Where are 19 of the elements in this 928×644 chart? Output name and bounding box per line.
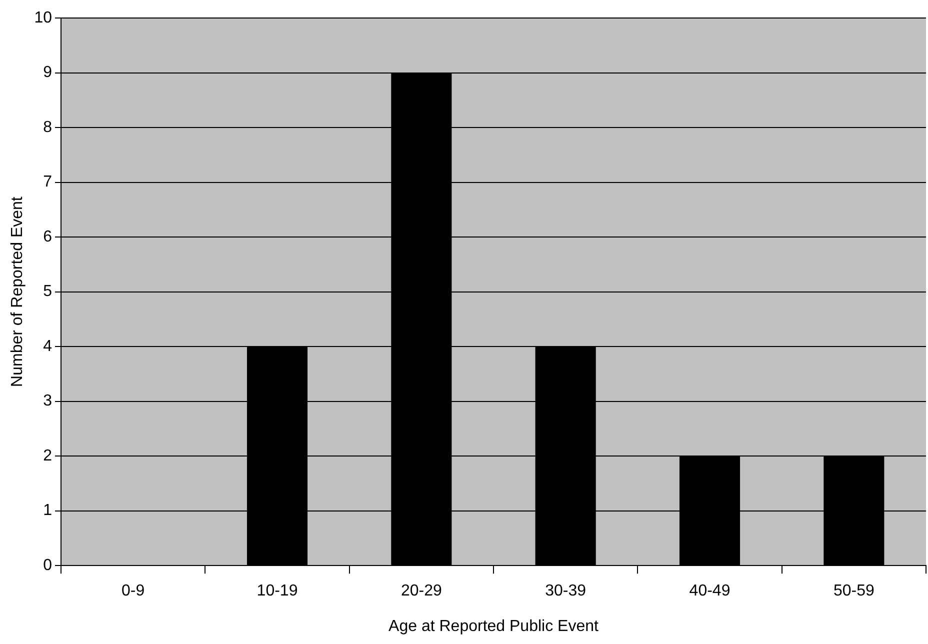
x-tick-label: 50-59 [833,582,874,600]
y-tick-label: 7 [43,174,52,191]
y-tick-label: 4 [43,338,52,355]
y-tick-label: 10 [34,9,52,26]
y-tick-label: 3 [43,392,52,410]
x-axis-title: Age at Reported Public Event [388,618,600,635]
y-tick-label: 9 [43,64,52,82]
x-tick-label: 30-39 [545,582,586,600]
y-tick-label: 5 [43,283,52,300]
y-tick-label: 6 [43,228,52,246]
x-tick-label: 40-49 [689,582,730,600]
y-tick-label: 0 [43,557,52,574]
y-tick-label: 2 [43,447,52,464]
y-axis-title: Number of Reported Event [9,196,26,387]
y-tick-label: 1 [43,502,52,520]
x-tick-label: 20-29 [400,582,442,600]
y-tick-label: 8 [43,118,52,136]
x-tick-label: 10-19 [256,582,298,600]
x-tick-label: 0-9 [122,582,145,600]
